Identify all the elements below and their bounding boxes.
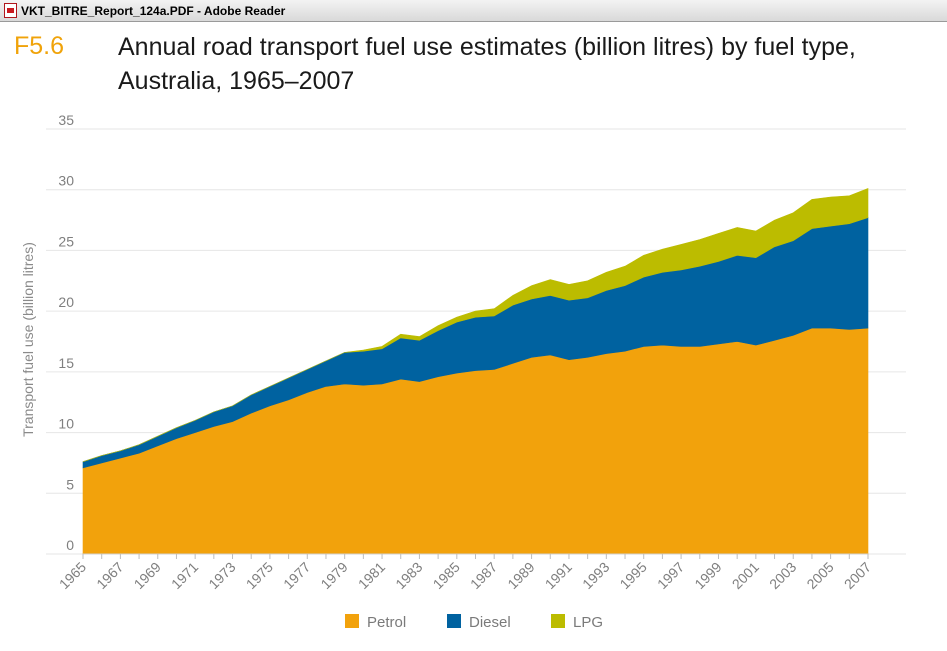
legend-item-lpg: LPG [551,614,603,631]
x-tick-label: 1975 [243,559,276,592]
pdf-file-icon [4,3,17,18]
y-tick-label: 25 [58,233,74,249]
series-area-lpg [82,188,869,462]
y-tick-label: 0 [66,537,74,553]
x-tick-label: 1981 [355,559,388,592]
legend-swatch [345,614,359,628]
y-tick-label: 5 [66,476,74,492]
x-tick-label: 1991 [542,559,575,592]
legend-item-diesel: Diesel [447,614,511,631]
y-tick-label: 10 [58,416,74,432]
x-tick-label: 1969 [131,559,164,592]
x-tick-label: 1993 [579,559,612,592]
x-tick-label: 1983 [392,559,425,592]
legend-item-petrol: Petrol [345,614,406,631]
x-tick-label: 1995 [616,559,649,592]
y-tick-label: 15 [58,355,74,371]
x-tick-label: 2003 [766,559,799,592]
x-tick-label: 2001 [729,559,762,592]
legend-label: Petrol [367,614,406,631]
x-tick-label: 1979 [317,559,350,592]
x-tick-label: 1985 [430,559,463,592]
legend-swatch [447,614,461,628]
x-tick-label: 1977 [280,559,313,592]
window-title: VKT_BITRE_Report_124a.PDF - Adobe Reader [21,3,286,18]
x-tick-label: 2007 [841,559,874,592]
x-tick-label: 1965 [56,559,89,592]
legend-label: LPG [573,614,603,631]
y-axis-label: Transport fuel use (billion litres) [20,242,36,437]
x-tick-label: 1997 [654,559,687,592]
x-tick-label: 1999 [691,559,724,592]
legend-swatch [551,614,565,628]
x-tick-label: 1989 [504,559,537,592]
x-tick-label: 1987 [467,559,500,592]
x-tick-label: 2005 [803,559,836,592]
y-tick-label: 20 [58,294,74,310]
y-tick-label: 30 [58,173,74,189]
y-tick-label: 35 [58,112,74,128]
legend-label: Diesel [469,614,511,631]
figure-number: F5.6 [14,32,65,60]
window-titlebar: VKT_BITRE_Report_124a.PDF - Adobe Reader [0,0,947,22]
x-tick-label: 1971 [168,559,201,592]
x-tick-label: 1973 [205,559,238,592]
figure-title: Annual road transport fuel use estimates… [118,33,856,95]
x-tick-label: 1967 [93,559,126,592]
